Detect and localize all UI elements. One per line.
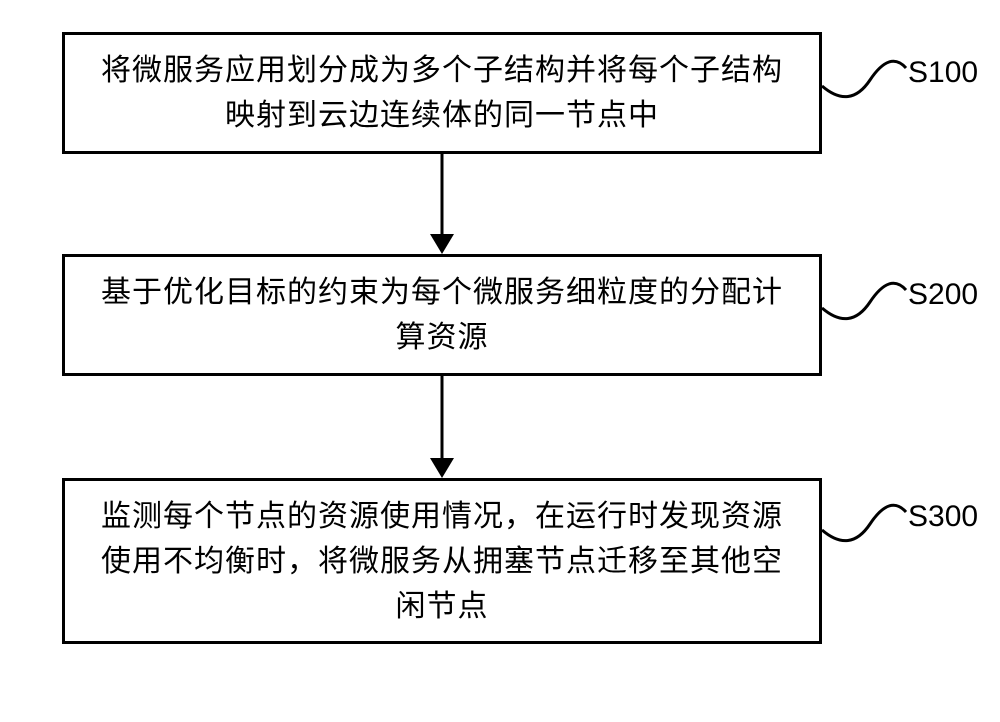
- connector-curve-s100: [820, 50, 910, 110]
- step-label-s300: S300: [908, 500, 978, 534]
- step-box-s200: 基于优化目标的约束为每个微服务细粒度的分配计算资源: [62, 254, 822, 376]
- step-box-s300: 监测每个节点的资源使用情况，在运行时发现资源使用不均衡时，将微服务从拥塞节点迁移…: [62, 478, 822, 644]
- flowchart-container: 将微服务应用划分成为多个子结构并将每个子结构映射到云边连续体的同一节点中 S10…: [0, 0, 1000, 722]
- arrow-line-2: [441, 376, 444, 460]
- step-text-s200: 基于优化目标的约束为每个微服务细粒度的分配计算资源: [95, 270, 789, 360]
- step-text-s300: 监测每个节点的资源使用情况，在运行时发现资源使用不均衡时，将微服务从拥塞节点迁移…: [95, 494, 789, 629]
- arrow-head-1: [430, 234, 454, 254]
- arrow-head-2: [430, 458, 454, 478]
- connector-curve-s200: [820, 272, 910, 332]
- step-label-s200: S200: [908, 278, 978, 312]
- step-label-s100: S100: [908, 56, 978, 90]
- step-text-s100: 将微服务应用划分成为多个子结构并将每个子结构映射到云边连续体的同一节点中: [95, 48, 789, 138]
- step-box-s100: 将微服务应用划分成为多个子结构并将每个子结构映射到云边连续体的同一节点中: [62, 32, 822, 154]
- connector-curve-s300: [820, 494, 910, 554]
- arrow-line-1: [441, 154, 444, 236]
